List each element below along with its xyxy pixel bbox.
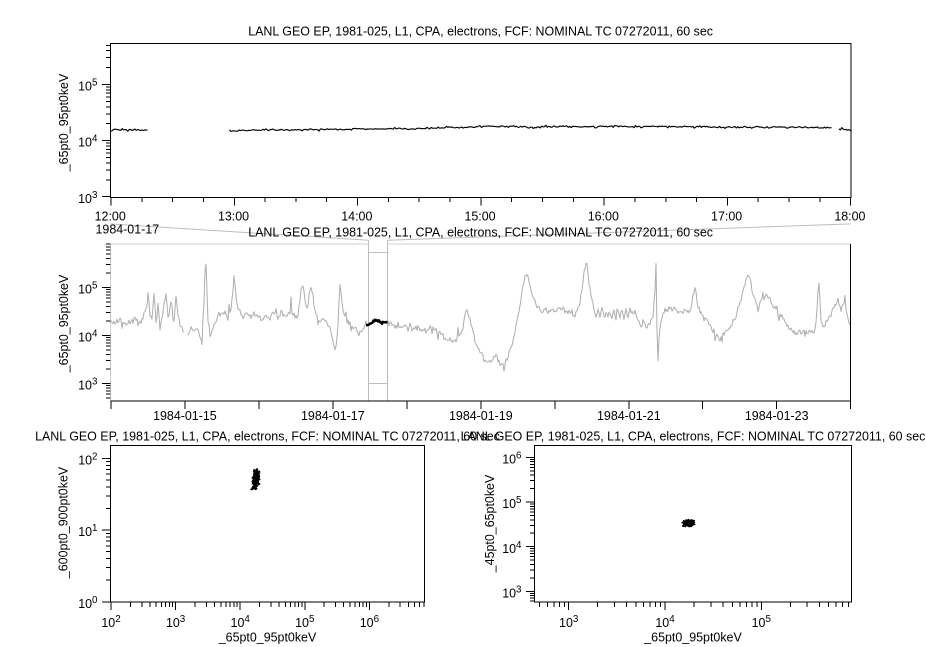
- svg-text:LANL GEO EP, 1981-025, L1, CPA: LANL GEO EP, 1981-025, L1, CPA, electron…: [461, 430, 926, 444]
- svg-text:18:00: 18:00: [834, 210, 865, 224]
- svg-text:_65pt0_95pt0keV: _65pt0_95pt0keV: [57, 73, 71, 172]
- svg-text:1984-01-23: 1984-01-23: [745, 409, 809, 423]
- svg-text:15:00: 15:00: [464, 210, 495, 224]
- svg-text:1984-01-19: 1984-01-19: [449, 409, 513, 423]
- svg-text:14:00: 14:00: [341, 210, 372, 224]
- svg-text:13:00: 13:00: [218, 210, 249, 224]
- svg-text:_65pt0_95pt0keV: _65pt0_95pt0keV: [218, 631, 317, 645]
- svg-text:LANL GEO EP, 1981-025, L1, CPA: LANL GEO EP, 1981-025, L1, CPA, electron…: [248, 225, 713, 239]
- svg-text:17:00: 17:00: [711, 210, 742, 224]
- svg-text:_600pt0_900pt0keV: _600pt0_900pt0keV: [57, 466, 71, 579]
- svg-text:_65pt0_95pt0keV: _65pt0_95pt0keV: [57, 274, 71, 373]
- svg-text:1984-01-17: 1984-01-17: [96, 223, 160, 237]
- svg-text:1984-01-17: 1984-01-17: [301, 409, 365, 423]
- svg-text:1984-01-15: 1984-01-15: [153, 409, 217, 423]
- svg-text:LANL GEO EP, 1981-025, L1, CPA: LANL GEO EP, 1981-025, L1, CPA, electron…: [248, 25, 713, 39]
- svg-text:1984-01-21: 1984-01-21: [597, 409, 661, 423]
- svg-text:_45pt0_65pt0keV: _45pt0_65pt0keV: [483, 474, 497, 573]
- svg-text:_65pt0_95pt0keV: _65pt0_95pt0keV: [643, 631, 742, 645]
- svg-text:16:00: 16:00: [588, 210, 619, 224]
- svg-text:LANL GEO EP, 1981-025, L1, CPA: LANL GEO EP, 1981-025, L1, CPA, electron…: [35, 430, 500, 444]
- svg-text:12:00: 12:00: [95, 210, 126, 224]
